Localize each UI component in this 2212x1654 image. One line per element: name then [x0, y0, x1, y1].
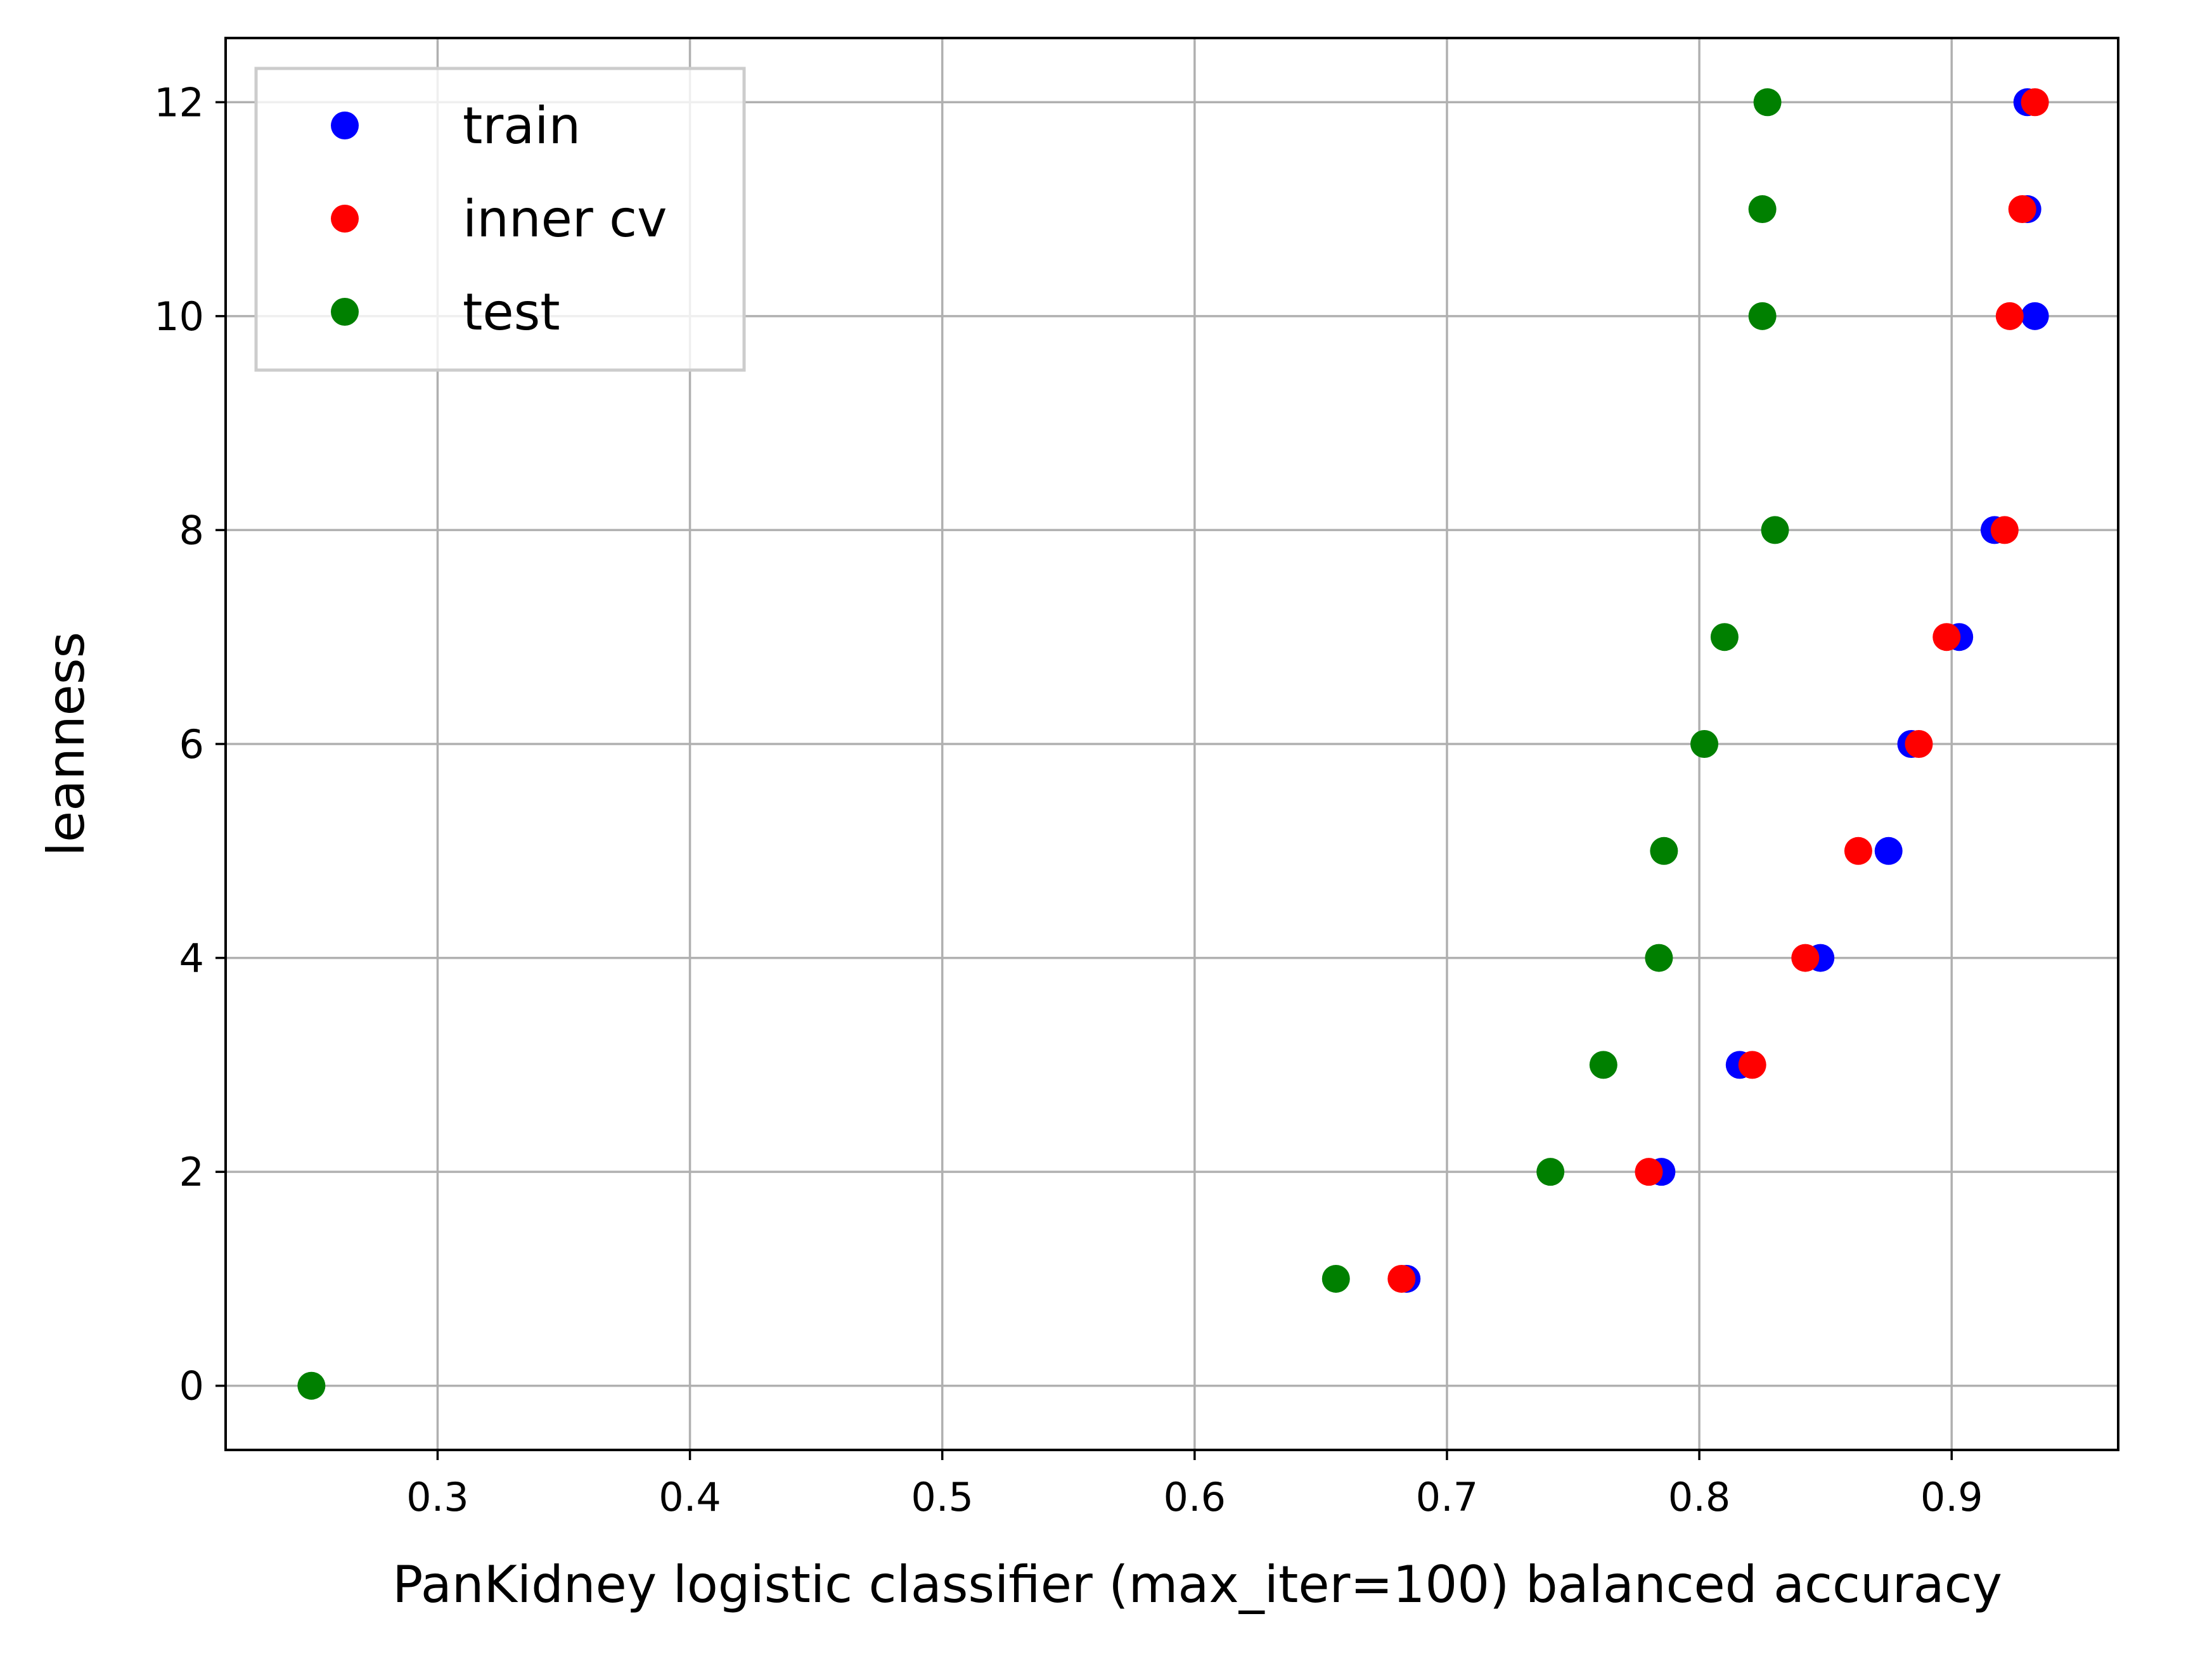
data-point [1650, 837, 1678, 865]
data-point [1791, 944, 1820, 972]
legend: train inner cv test [254, 67, 746, 372]
data-point [1321, 1264, 1350, 1293]
series-inner-cv [1387, 88, 2049, 1293]
legend-marker [331, 112, 359, 139]
y-tick-label: 10 [154, 293, 204, 340]
y-tick-label: 0 [179, 1363, 204, 1409]
data-point [1844, 837, 1872, 865]
data-points [297, 88, 2049, 1400]
y-tick-label: 2 [179, 1149, 204, 1195]
data-point [1738, 1051, 1766, 1079]
x-axis-label: PanKidney logistic classifier (max_iter=… [392, 1555, 2002, 1614]
y-tick-label: 12 [154, 79, 204, 125]
data-point [1710, 623, 1739, 651]
data-point [1748, 302, 1777, 330]
x-tick-label: 0.7 [1416, 1474, 1479, 1520]
data-point [1748, 195, 1777, 224]
data-point [297, 1371, 326, 1400]
series-test [297, 88, 1789, 1400]
data-point [1990, 516, 2019, 544]
y-axis-label: leanness [37, 632, 96, 856]
y-tick-label: 8 [179, 507, 204, 553]
legend-item: train [331, 96, 581, 155]
legend-label: test [463, 283, 560, 342]
x-tick-label: 0.5 [911, 1474, 974, 1520]
data-point [1690, 730, 1719, 758]
data-point [1753, 88, 1782, 117]
legend-item: test [331, 283, 560, 342]
data-point [1536, 1158, 1565, 1186]
legend-item: inner cv [331, 189, 667, 248]
data-point [2021, 302, 2049, 330]
x-tick-label: 0.3 [406, 1474, 469, 1520]
data-point [1589, 1051, 1617, 1079]
x-tick-label: 0.8 [1668, 1474, 1731, 1520]
legend-marker [331, 298, 359, 326]
legend-marker [331, 205, 359, 233]
x-tick-label: 0.4 [659, 1474, 721, 1520]
data-point [1761, 516, 1789, 544]
data-point [1905, 730, 1933, 758]
data-point [1635, 1158, 1663, 1186]
data-point [1645, 944, 1673, 972]
axis-ticks: 0.3 0.4 0.5 0.6 0.7 0.8 0.9 0 2 4 6 8 10 12 [154, 79, 1983, 1520]
legend-label: train [463, 96, 581, 155]
data-point [1387, 1264, 1416, 1293]
y-tick-label: 6 [179, 721, 204, 767]
data-point [1874, 837, 1903, 865]
data-point [1995, 302, 2024, 330]
data-point [1932, 623, 1961, 651]
x-tick-label: 0.6 [1164, 1474, 1226, 1520]
y-tick-label: 4 [179, 935, 204, 982]
x-tick-label: 0.9 [1920, 1474, 1983, 1520]
legend-label: inner cv [463, 189, 667, 248]
data-point [2008, 195, 2036, 224]
data-point [2021, 88, 2049, 117]
